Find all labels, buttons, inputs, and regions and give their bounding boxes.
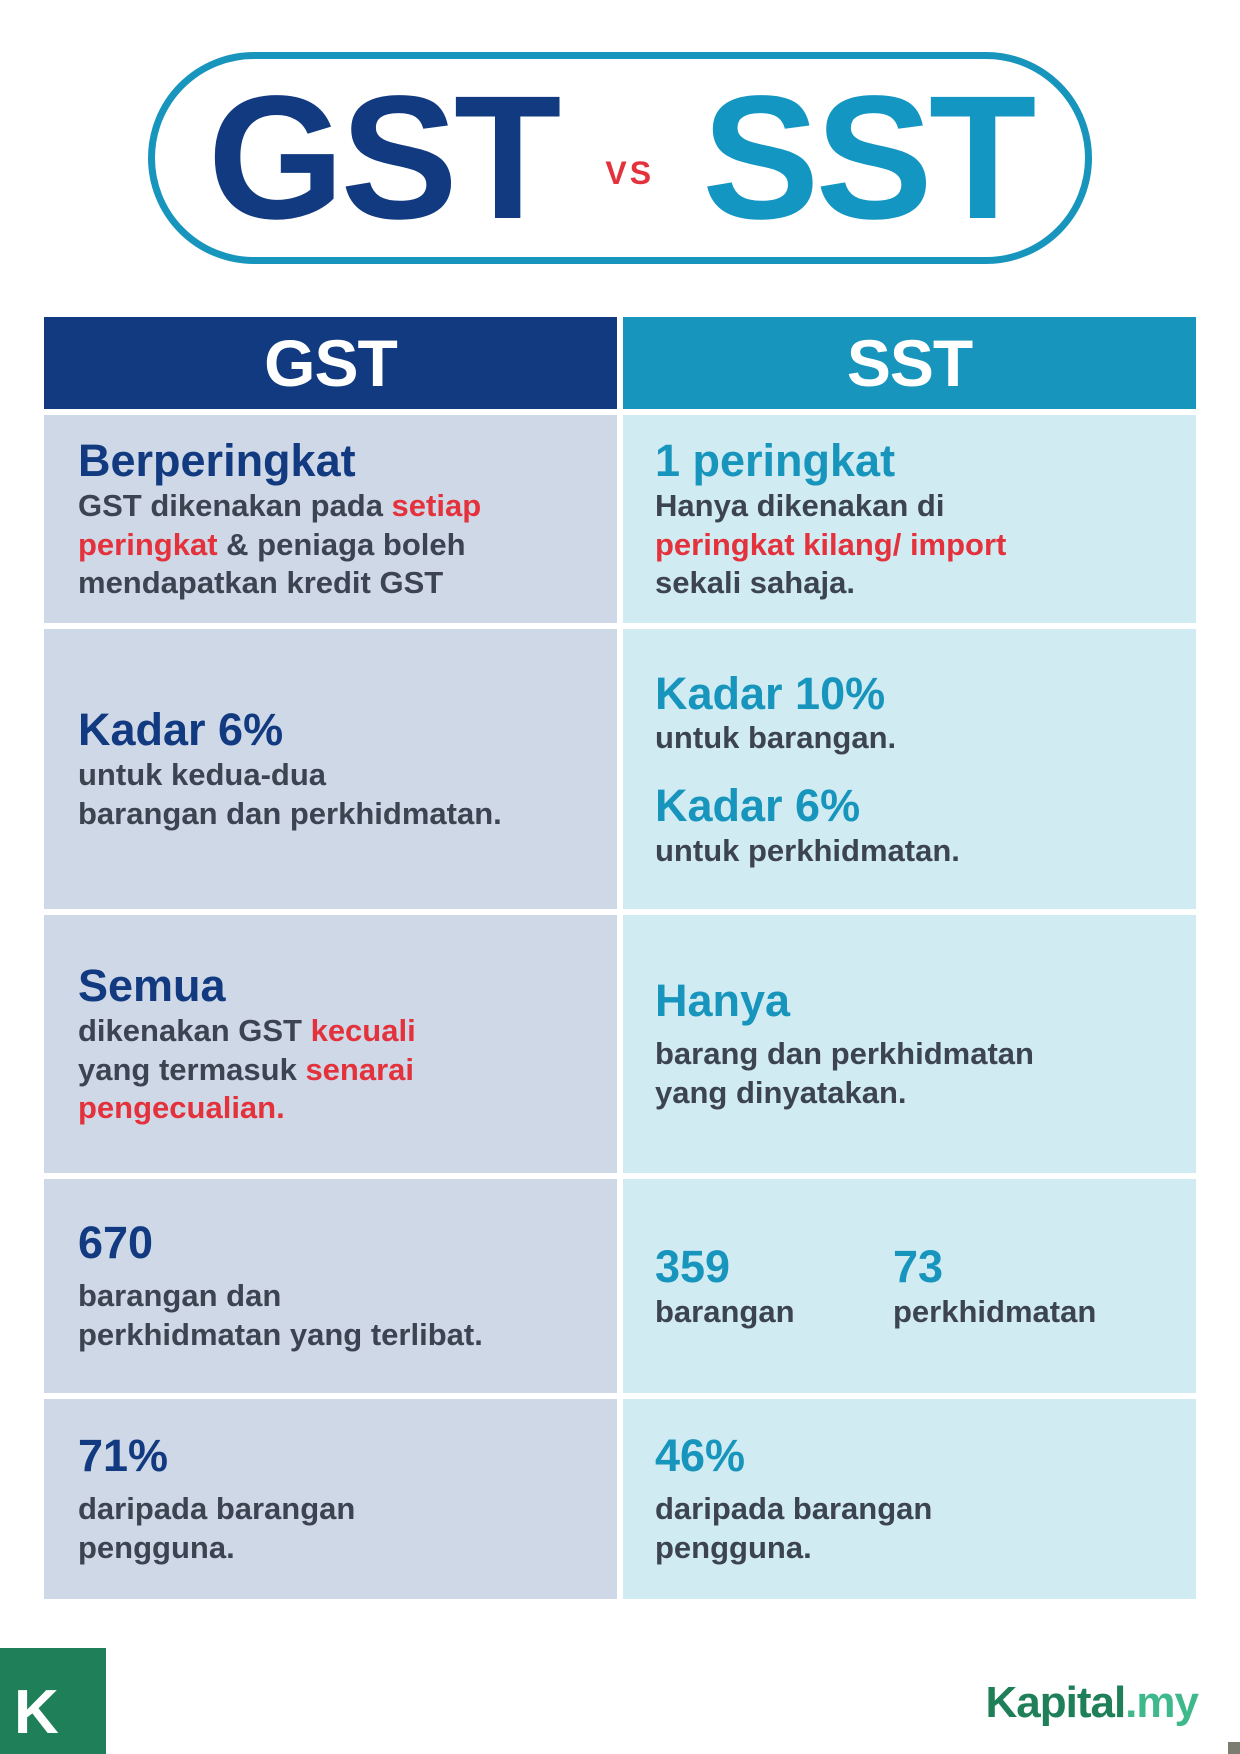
gst-cell-share: 71% daripada barangan pengguna. <box>44 1399 617 1599</box>
header-gst: GST <box>44 317 617 409</box>
gst-share-heading: 71% <box>78 1430 169 1482</box>
sst-services-count-label: perkhidmatan <box>893 1293 1097 1329</box>
sst-stages-text: Hanya dikenakan di peringkat kilang/ imp… <box>655 487 1007 601</box>
sst-rate-goods-heading: Kadar 10% <box>655 667 886 719</box>
sst-cell-count: 359 barangan 73 perkhidmatan <box>623 1179 1196 1393</box>
sst-cell-stages: 1 peringkat Hanya dikenakan di peringkat… <box>623 415 1196 623</box>
sst-cell-share: 46% daripada barangan pengguna. <box>623 1399 1196 1599</box>
sst-share-heading: 46% <box>655 1430 746 1482</box>
sst-rate-goods-text: untuk barangan. <box>655 720 897 756</box>
title-vs: VS <box>605 154 655 191</box>
sst-rate-goods: Kadar 10% untuk barangan. <box>655 668 1176 759</box>
sst-services-count-number: 73 <box>893 1240 944 1292</box>
gst-cell-stages: Berperingkat GST dikenakan pada setiap p… <box>44 415 617 623</box>
sst-goods-count: 359 barangan <box>655 1241 893 1332</box>
gst-rate-text: untuk kedua-dua barangan dan perkhidmata… <box>78 757 502 831</box>
sst-goods-count-number: 359 <box>655 1240 731 1292</box>
table-row: Kadar 6% untuk kedua-dua barangan dan pe… <box>44 629 1196 909</box>
kapital-logo-mark: K <box>0 1648 106 1754</box>
sst-services-count: 73 perkhidmatan <box>893 1241 1096 1332</box>
gst-cell-rate: Kadar 6% untuk kedua-dua barangan dan pe… <box>44 629 617 909</box>
corner-mark <box>1228 1742 1240 1754</box>
sst-count-pair: 359 barangan 73 perkhidmatan <box>655 1241 1176 1332</box>
comparison-table: GST SST Berperingkat GST dikenakan pada … <box>44 317 1196 1599</box>
sst-rate-services: Kadar 6% untuk perkhidmatan. <box>655 780 1176 871</box>
brand-tld: .my <box>1125 1678 1199 1727</box>
gst-stages-text: GST dikenakan pada setiap peringkat & pe… <box>78 487 482 601</box>
title-sst: SST <box>702 60 1036 256</box>
table-header-row: GST SST <box>44 317 1196 409</box>
gst-cell-count: 670 barangan dan perkhidmatan yang terli… <box>44 1179 617 1393</box>
kapital-brand: Kapital.my <box>985 1678 1199 1728</box>
gst-cell-scope: Semua dikenakan GST kecuali yang termasu… <box>44 915 617 1173</box>
gst-stages-heading: Berperingkat <box>78 435 356 486</box>
header-sst: SST <box>623 317 1196 409</box>
table-row: 670 barangan dan perkhidmatan yang terli… <box>44 1179 1196 1393</box>
brand-name: Kapital <box>985 1678 1126 1727</box>
sst-rate-services-text: untuk perkhidmatan. <box>655 832 960 868</box>
gst-count-text: barangan dan perkhidmatan yang terlibat. <box>78 1278 483 1352</box>
gst-count-heading: 670 <box>78 1217 154 1269</box>
table-row: 71% daripada barangan pengguna. 46% dari… <box>44 1399 1196 1599</box>
sst-stages-heading: 1 peringkat <box>655 435 896 486</box>
table-row: Semua dikenakan GST kecuali yang termasu… <box>44 915 1196 1173</box>
table-row: Berperingkat GST dikenakan pada setiap p… <box>44 415 1196 623</box>
gst-share-text: daripada barangan pengguna. <box>78 1491 356 1565</box>
sst-goods-count-label: barangan <box>655 1293 795 1329</box>
gst-rate-heading: Kadar 6% <box>78 704 284 756</box>
gst-scope-heading: Semua <box>78 960 226 1011</box>
title-gst: GST <box>207 60 562 256</box>
sst-share-text: daripada barangan pengguna. <box>655 1491 933 1565</box>
sst-cell-scope: Hanya barang dan perkhidmatan yang dinya… <box>623 915 1196 1173</box>
title-banner: GST VS SST <box>148 52 1092 264</box>
sst-scope-text: barang dan perkhidmatan yang dinyatakan. <box>655 1036 1034 1110</box>
sst-scope-heading: Hanya <box>655 975 791 1027</box>
sst-rate-services-heading: Kadar 6% <box>655 780 861 831</box>
gst-scope-text: dikenakan GST kecuali yang termasuk sena… <box>78 1012 416 1126</box>
sst-cell-rate: Kadar 10% untuk barangan. Kadar 6% untuk… <box>623 629 1196 909</box>
